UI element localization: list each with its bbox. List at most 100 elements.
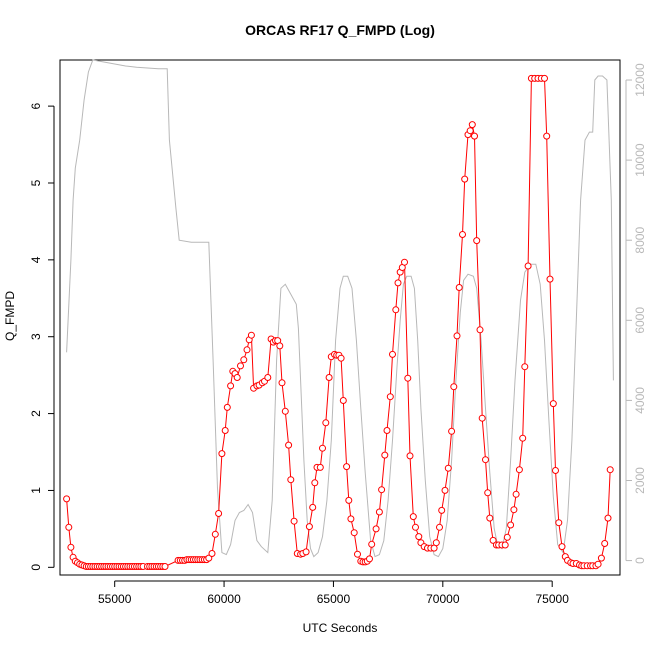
data-point <box>521 363 529 371</box>
data-point <box>311 479 319 487</box>
x-tick-label: 60000 <box>207 592 241 606</box>
data-point <box>337 354 345 362</box>
data-point <box>233 374 241 381</box>
data-point <box>211 530 219 538</box>
y2-tick-label: 6000 <box>633 307 647 334</box>
data-point <box>484 489 492 497</box>
data-point <box>601 540 609 547</box>
data-point <box>339 397 347 404</box>
data-point <box>319 444 326 452</box>
data-point <box>444 464 452 472</box>
y-tick-label: 0 <box>29 564 43 571</box>
data-point <box>406 452 414 460</box>
data-point <box>386 393 394 401</box>
data-point <box>503 533 511 541</box>
data-point <box>278 379 286 387</box>
x-tick-label: 55000 <box>98 592 132 606</box>
data-point <box>450 383 458 391</box>
data-point <box>438 506 446 514</box>
y-tick-label: 1 <box>29 487 43 494</box>
data-point <box>555 519 563 527</box>
data-point <box>510 506 518 514</box>
data-point <box>227 382 235 390</box>
data-point <box>325 374 333 381</box>
data-point <box>347 515 355 523</box>
y2-tick-label: 2000 <box>633 467 647 494</box>
data-point <box>524 262 532 270</box>
data-point <box>409 513 417 521</box>
data-point <box>316 463 324 471</box>
data-point <box>461 175 469 183</box>
data-point <box>549 400 557 408</box>
y2-tick-label: 4000 <box>633 387 647 414</box>
plot-frame <box>59 59 621 576</box>
x-axis-label: UTC Seconds <box>303 621 378 635</box>
y-tick-label: 4 <box>29 256 43 263</box>
y-tick-label: 6 <box>29 102 43 109</box>
y-tick-label: 2 <box>29 410 43 417</box>
chart-title: ORCAS RF17 Q_FMPD (Log) <box>245 22 435 38</box>
data-point <box>519 434 527 442</box>
data-point <box>512 490 520 498</box>
data-point <box>237 362 244 370</box>
data-point <box>290 517 298 525</box>
data-point <box>65 523 73 531</box>
data-point <box>546 275 554 283</box>
x-tick-label: 75000 <box>536 592 570 606</box>
data-point <box>372 525 380 533</box>
data-point <box>281 407 289 415</box>
data-point <box>468 121 476 129</box>
y-tick-label: 3 <box>29 333 43 340</box>
y2-tick-label: 12000 <box>633 63 647 97</box>
data-point <box>489 536 497 544</box>
data-point <box>381 451 389 459</box>
data-point <box>473 237 481 245</box>
data-point <box>67 543 75 551</box>
data-point <box>285 441 293 449</box>
data-point <box>354 550 361 558</box>
data-point <box>375 508 383 516</box>
data-point <box>350 529 358 537</box>
data-point <box>515 466 523 474</box>
data-point <box>453 332 461 340</box>
y2-tick-label: 10000 <box>633 143 647 177</box>
data-point <box>594 560 602 568</box>
data-point <box>63 495 71 503</box>
data-point <box>218 450 226 458</box>
data-point <box>507 521 515 529</box>
data-point <box>486 514 494 522</box>
y2-tick-label: 0 <box>633 557 647 564</box>
data-point <box>412 523 419 531</box>
data-point <box>466 127 474 135</box>
data-point <box>287 476 295 484</box>
data-point <box>322 419 330 427</box>
data-point <box>455 284 463 291</box>
data-point <box>305 523 313 531</box>
data-point <box>482 456 489 464</box>
data-point <box>404 374 412 382</box>
data-point <box>240 356 248 364</box>
data-point <box>368 540 376 548</box>
data-point <box>343 463 351 471</box>
x-tick-label: 70000 <box>426 592 460 606</box>
data-point <box>302 548 310 556</box>
data-point <box>221 427 229 434</box>
x-tick-label: 65000 <box>317 592 351 606</box>
data-point <box>264 374 272 381</box>
data-point <box>392 306 400 314</box>
data-point <box>459 231 466 238</box>
data-point <box>448 427 456 435</box>
data-point <box>243 346 251 354</box>
data-point <box>389 350 396 358</box>
primary-series-line <box>66 77 611 567</box>
y2-axis: 0 2000 4000 6000 8000 10000 12000 <box>625 63 647 564</box>
data-point <box>436 523 443 531</box>
secondary-series-line <box>66 59 614 558</box>
data-point <box>366 555 373 563</box>
data-point <box>604 514 612 522</box>
data-point <box>378 486 386 494</box>
data-point <box>441 486 449 494</box>
data-point <box>543 132 551 140</box>
y-axis-label: Q_FMPD <box>3 291 17 341</box>
